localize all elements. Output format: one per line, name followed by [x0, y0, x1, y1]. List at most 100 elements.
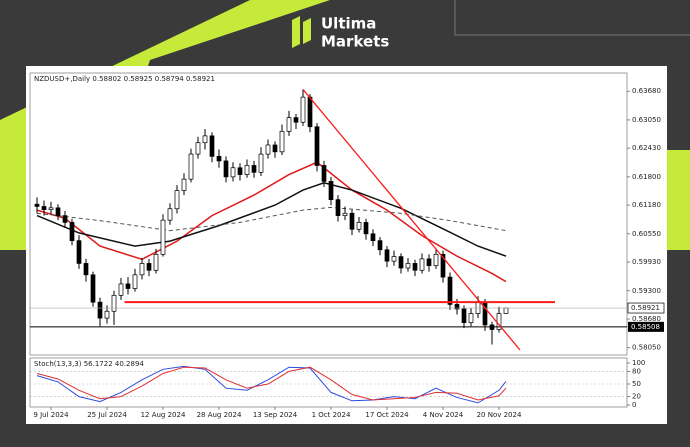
- logo-text: Ultima: [321, 15, 376, 33]
- y-tick-label: 0.61180: [632, 201, 661, 209]
- candle-body: [258, 153, 264, 173]
- chart-panel: [26, 66, 667, 424]
- indicator-line: [36, 366, 507, 401]
- x-tick-label: 9 Jul 2024: [33, 411, 69, 419]
- candle-body: [76, 240, 82, 264]
- candle-body: [118, 283, 124, 296]
- y-tick-label: 0.59930: [632, 258, 661, 266]
- candle-body: [216, 156, 222, 162]
- support-box: [628, 321, 664, 332]
- trendline: [302, 88, 521, 351]
- candle-body: [314, 126, 320, 166]
- indicator-tick-label: 20: [632, 393, 641, 401]
- candle-body: [202, 135, 208, 144]
- x-tick-label: 20 Nov 2024: [477, 411, 522, 419]
- ohlc-low: 0.58794: [155, 75, 184, 83]
- x-tick-label: 13 Sep 2024: [253, 411, 298, 419]
- indicator-k: 56.1722: [84, 360, 113, 368]
- logo: Ultima Markets: [292, 15, 389, 51]
- x-tick-label: 1 Oct 2024: [312, 411, 351, 419]
- y-tick-label: 0.58050: [632, 344, 661, 352]
- candle-body: [223, 160, 229, 178]
- candle-body: [125, 283, 131, 289]
- deco-line: [454, 0, 690, 36]
- candle-body: [55, 207, 61, 216]
- candle-body: [237, 167, 243, 175]
- candle-body: [335, 199, 341, 216]
- moving-average: [36, 206, 507, 232]
- indicator-tick-label: 80: [632, 367, 641, 375]
- indicator-label: Stoch(13,3,3) 56.1722 40.2894: [34, 360, 144, 368]
- candle-body: [447, 276, 453, 305]
- candle-body: [230, 167, 236, 178]
- plot: 0.58050 0.58680 0.59300 0.59930 0.60550 0.611…: [30, 87, 665, 419]
- candle-body: [433, 253, 439, 267]
- candle-body: [461, 308, 467, 324]
- logo-icon: [292, 16, 300, 48]
- main-frame: [29, 72, 628, 356]
- x-tick-label: 25 Jul 2024: [87, 411, 127, 419]
- symbol-name: NZDUSD+,Daily: [34, 75, 90, 83]
- candle-body: [412, 263, 418, 271]
- candle-body: [384, 249, 390, 262]
- candle-body: [286, 117, 292, 132]
- candle-body: [440, 253, 446, 278]
- y-tick-label: 0.61800: [632, 173, 661, 181]
- candle-body: [209, 135, 215, 157]
- ohlc-high: 0.58925: [124, 75, 153, 83]
- candle-body: [69, 222, 75, 242]
- candle-body: [328, 181, 334, 200]
- candle-body: [244, 165, 250, 175]
- candle-body: [405, 263, 411, 269]
- y-tick-label: 0.62430: [632, 144, 661, 152]
- candle-body: [454, 304, 460, 310]
- ohlc-open: 0.58802: [92, 75, 121, 83]
- y-tick-label: 0.59300: [632, 287, 661, 295]
- logo-icon: [303, 18, 311, 44]
- price-label: 0.58921: [631, 304, 660, 312]
- candle-body: [265, 144, 271, 155]
- candle-body: [34, 203, 40, 207]
- candle-body: [104, 310, 110, 319]
- candle-body: [398, 256, 404, 269]
- logo-text: Markets: [321, 33, 389, 51]
- candle-body: [167, 208, 173, 221]
- candle-body: [48, 207, 54, 211]
- candle-body: [503, 307, 509, 314]
- candle-body: [181, 178, 187, 191]
- indicator-line: [36, 365, 507, 404]
- candle-body: [468, 313, 474, 324]
- x-tick-label: 28 Aug 2024: [197, 411, 242, 419]
- candle-body: [272, 144, 278, 153]
- y-tick-label: 0.63680: [632, 87, 661, 95]
- indicator-tick-label: 100: [632, 359, 645, 367]
- candle-body: [174, 190, 180, 210]
- candle-body: [90, 274, 96, 303]
- candle-body: [188, 153, 194, 180]
- y-tick-label: 0.63050: [632, 116, 661, 124]
- candle-body: [132, 274, 138, 289]
- candle-body: [342, 212, 348, 216]
- indicator-name: Stoch(13,3,3): [34, 360, 82, 368]
- candle-body: [356, 222, 362, 230]
- candle-body: [160, 219, 166, 255]
- candle-body: [146, 263, 152, 271]
- candle-body: [377, 240, 383, 251]
- candle-body: [363, 222, 369, 235]
- x-tick-label: 4 Nov 2024: [423, 411, 464, 419]
- y-tick-label: 0.60550: [632, 230, 661, 238]
- candle-body: [111, 294, 117, 312]
- y-tick-label: 0.58680: [632, 315, 661, 323]
- candle-body: [370, 233, 376, 242]
- moving-average: [36, 161, 507, 283]
- moving-average: [36, 182, 507, 257]
- candle-body: [83, 263, 89, 276]
- candle-body: [300, 96, 306, 123]
- indicator-d: 40.2894: [115, 360, 144, 368]
- candle-body: [62, 215, 68, 223]
- candle-body: [426, 258, 432, 267]
- candle-body: [41, 206, 47, 211]
- candle-body: [321, 165, 327, 182]
- candle-body: [293, 117, 299, 123]
- price-box: [627, 302, 665, 314]
